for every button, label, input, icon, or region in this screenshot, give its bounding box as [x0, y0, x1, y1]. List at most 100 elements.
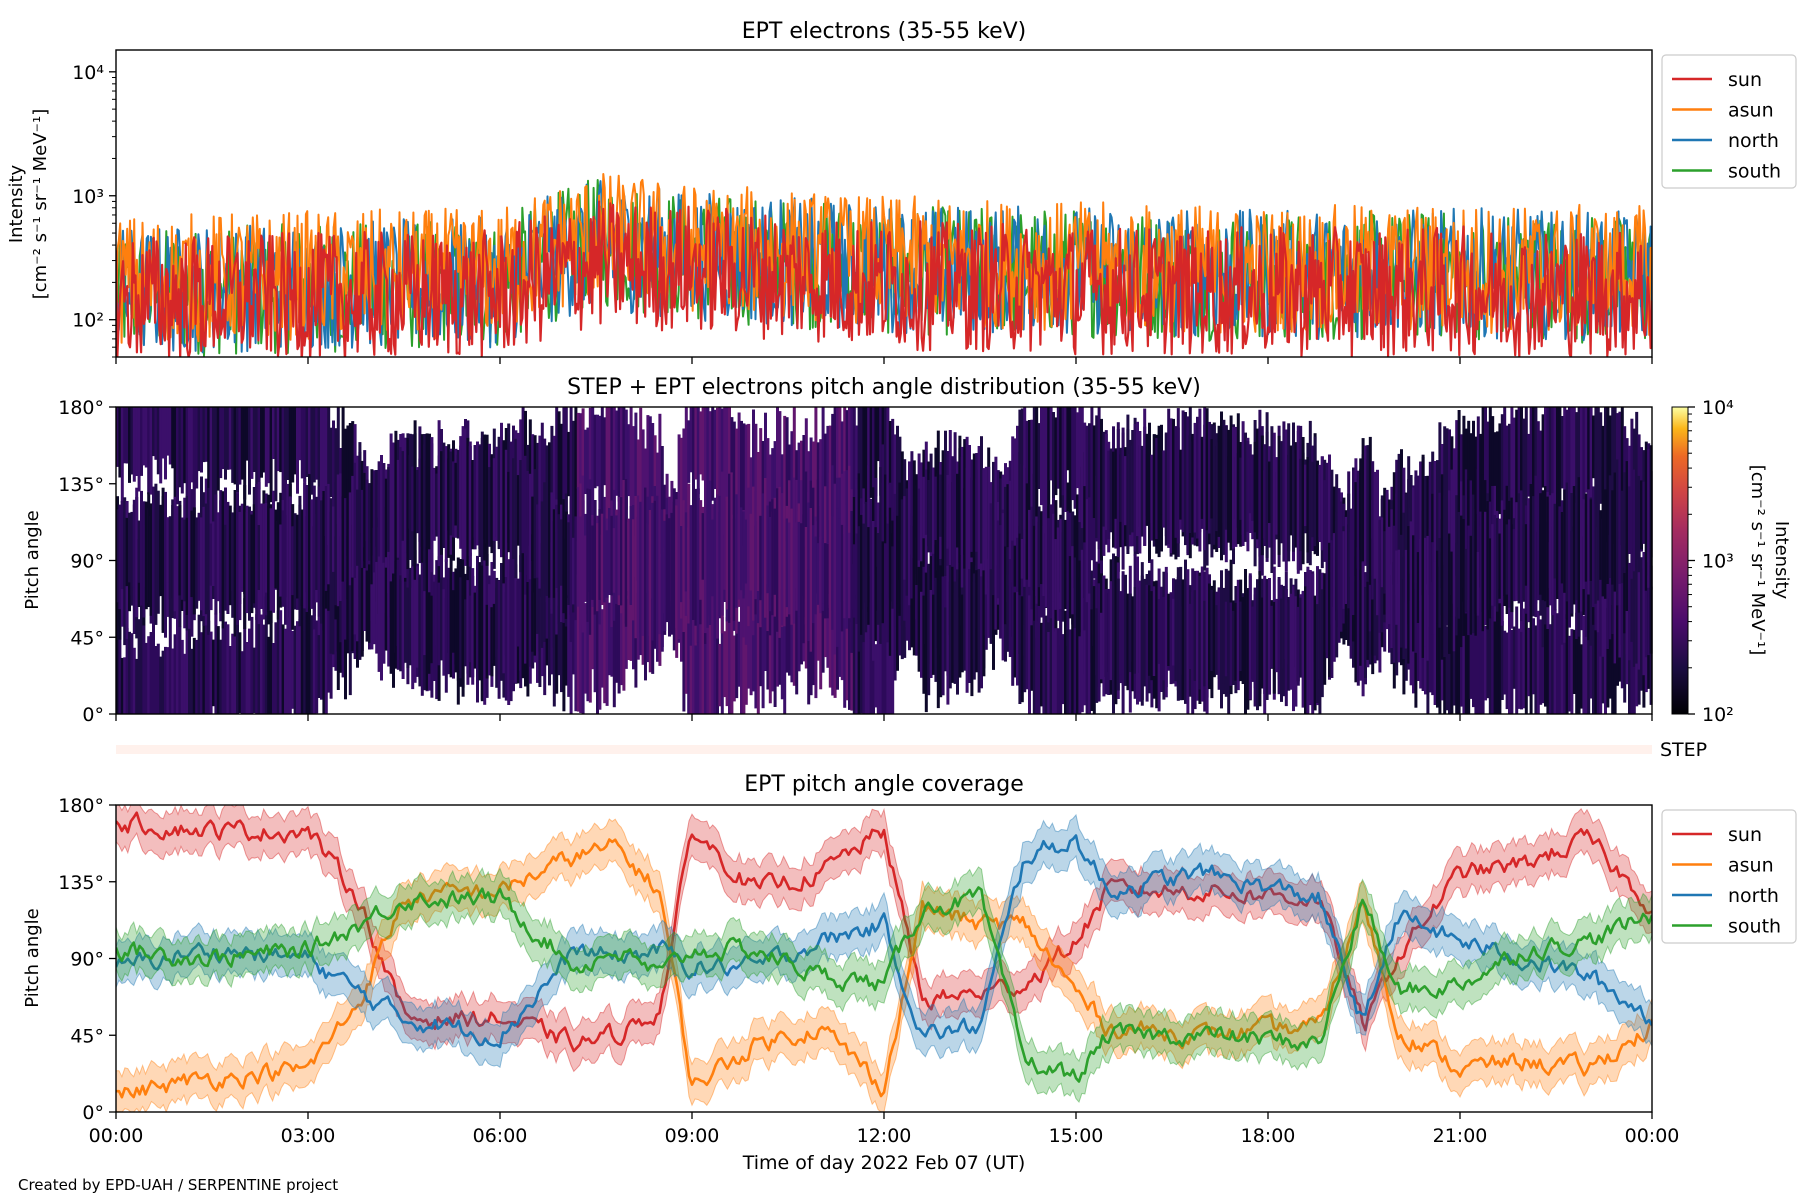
pad-heatmap-cell [1431, 493, 1435, 583]
pad-heatmap-cell [1028, 595, 1031, 714]
intensity-ylabel-line2: [cm⁻² s⁻¹ sr⁻¹ MeV⁻¹] [30, 109, 51, 300]
pad-heatmap-cell [1366, 459, 1370, 576]
pad-heatmap-cell [291, 407, 295, 483]
pad-heatmap-cell [826, 587, 830, 668]
pad-heatmap-cell [1030, 625, 1034, 691]
pad-heatmap-cell [922, 595, 926, 694]
pad-heatmap-cell [1085, 602, 1089, 714]
pad-heatmap-cell [1340, 501, 1343, 632]
pad-heatmap-cell [1025, 622, 1029, 690]
pad-heatmap-cell [620, 569, 623, 686]
pad-heatmap-cell [896, 425, 899, 573]
pad-heatmap-cell [1140, 445, 1144, 537]
pad-heatmap-cell [1131, 430, 1135, 533]
pad-heatmap-cell [761, 594, 765, 709]
pad-heatmap-cell [291, 631, 295, 709]
pad-heatmap-cell [1296, 425, 1300, 570]
pad-heatmap-cell [478, 445, 482, 557]
pad-heatmap-cell [826, 425, 830, 530]
pad-heatmap-cell [212, 407, 215, 492]
pad-heatmap-cell [1006, 484, 1010, 575]
pad-heatmap-cell [586, 427, 590, 495]
pad-heatmap-cell [634, 496, 638, 639]
pad-heatmap-cell [982, 468, 986, 571]
pad-heatmap-cell [1256, 428, 1259, 540]
pad-heatmap-cell [908, 461, 911, 606]
pad-heatmap-cell [718, 643, 722, 707]
pad-heatmap-cell [1527, 433, 1531, 497]
pad-heatmap-cell [1232, 610, 1235, 685]
pad-heatmap-cell [507, 559, 511, 705]
pad-heatmap-cell [216, 407, 220, 491]
pad-heatmap-cell [689, 407, 693, 473]
pad-heatmap-cell [1618, 489, 1622, 584]
pad-heatmap-cell [152, 486, 155, 626]
pad-heatmap-cell [576, 541, 580, 607]
pad-heatmap-cell [869, 602, 873, 714]
pad-heatmap-cell [970, 459, 974, 552]
pad-heatmap-cell [279, 524, 283, 597]
pad-heatmap-cell [980, 576, 983, 689]
pad-heatmap-cell [226, 407, 230, 470]
pad-heatmap-cell [315, 496, 319, 590]
pad-heatmap-cell [543, 546, 547, 642]
pad-heatmap-cell [1508, 519, 1511, 608]
pad-heatmap-cell [567, 522, 571, 605]
pad-heatmap-cell [416, 566, 419, 668]
pad-heatmap-cell [1544, 619, 1547, 707]
pad-heatmap-cell [704, 614, 707, 714]
pad-heatmap-cell [773, 441, 777, 530]
pad-heatmap-cell [749, 457, 753, 521]
pad-heatmap-cell [596, 568, 599, 714]
pad-heatmap-cell [1544, 486, 1547, 602]
pad-heatmap-cell [572, 420, 575, 496]
pad-heatmap-cell [1637, 559, 1641, 670]
pad-heatmap-cell [696, 618, 700, 714]
pad-heatmap-cell [1112, 451, 1115, 548]
pad-heatmap-cell [168, 407, 172, 465]
pad-heatmap-cell [692, 614, 695, 714]
pad-heatmap-cell [1611, 605, 1615, 714]
pad-heatmap-cell [960, 556, 964, 626]
pad-heatmap-cell [432, 581, 436, 681]
pad-heatmap-cell [142, 407, 146, 466]
pad-heatmap-cell [588, 592, 592, 703]
pad-heatmap-cell [699, 623, 703, 714]
pad-heatmap-cell [1443, 426, 1447, 562]
pad-heatmap-cell [1491, 609, 1495, 714]
pad-heatmap-cell [310, 615, 314, 714]
pad-heatmap-cell [524, 538, 527, 664]
pad-heatmap-cell [586, 595, 590, 702]
pad-heatmap-cell [598, 415, 602, 501]
pad-heatmap-cell [1484, 511, 1487, 626]
pad-heatmap-cell [1222, 419, 1226, 555]
pad-heatmap-cell [1642, 552, 1646, 676]
pad-heatmap-cell [651, 502, 655, 641]
pad-heatmap-cell [1107, 450, 1111, 540]
pad-heatmap-cell [293, 513, 297, 610]
pad-heatmap-cell [219, 490, 223, 622]
pad-heatmap-cell [699, 500, 703, 600]
pad-heatmap-cell [814, 548, 818, 699]
pad-heatmap-cell [346, 479, 350, 599]
pad-heatmap-cell [428, 467, 431, 550]
pad-heatmap-cell [348, 492, 352, 586]
pad-heatmap-cell [972, 581, 976, 680]
pad-heatmap-cell [912, 460, 916, 609]
intensity-legend-label-sun: sun [1728, 69, 1762, 91]
pad-heatmap-cell [233, 407, 237, 485]
pad-heatmap-cell [1539, 493, 1543, 595]
pad-heatmap-cell [1359, 569, 1363, 666]
pad-heatmap-cell [768, 454, 772, 518]
pad-heatmap-cell [1119, 447, 1123, 522]
pad-heatmap-cell [248, 407, 251, 495]
coverage-series-asun [116, 838, 1652, 1099]
pad-heatmap-cell [648, 416, 652, 560]
pad-heatmap-cell [334, 428, 338, 495]
pad-heatmap-cell [456, 449, 460, 539]
pad-heatmap-cell [317, 407, 321, 512]
pad-heatmap-cell [192, 507, 196, 615]
intensity-legend-label-south: south [1728, 161, 1781, 183]
pad-heatmap-cell [392, 442, 395, 574]
